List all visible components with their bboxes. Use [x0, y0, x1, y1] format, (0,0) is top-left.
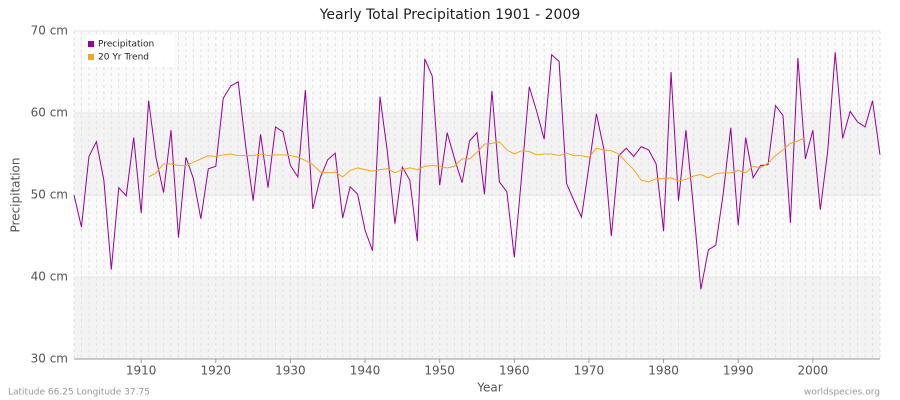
legend-swatch	[88, 41, 94, 47]
footer-right: worldspecies.org	[804, 388, 880, 398]
y-axis-label: Precipitation	[9, 157, 23, 232]
x-tick-label: 1920	[201, 364, 232, 378]
y-tick-label: 70 cm	[31, 24, 68, 38]
legend-swatch	[88, 54, 94, 60]
footer-left: Latitude 66.25 Longitude 37.75	[8, 388, 150, 398]
x-tick-label: 1950	[424, 364, 455, 378]
x-axis-label: Year	[476, 381, 502, 395]
y-tick-label: 40 cm	[31, 270, 68, 284]
x-tick-label: 1980	[648, 364, 679, 378]
y-tick-label: 30 cm	[31, 352, 68, 366]
x-tick-label: 2000	[798, 364, 829, 378]
y-tick-label: 50 cm	[31, 188, 68, 202]
y-tick-label: 60 cm	[31, 106, 68, 120]
legend-label: Precipitation	[98, 40, 154, 50]
x-tick-label: 1990	[723, 364, 754, 378]
chart-title: Yearly Total Precipitation 1901 - 2009	[319, 7, 581, 23]
x-tick-label: 1910	[126, 364, 157, 378]
series-line	[73, 52, 881, 290]
legend-label: 20 Yr Trend	[98, 53, 149, 63]
legend-box	[82, 35, 174, 67]
legend: Precipitation 20 Yr Trend	[82, 35, 174, 67]
x-tick-label: 1960	[499, 364, 530, 378]
x-tick-label: 1970	[574, 364, 605, 378]
x-tick-label: 1930	[275, 364, 306, 378]
series-line	[148, 137, 806, 183]
x-tick-label: 1940	[350, 364, 381, 378]
